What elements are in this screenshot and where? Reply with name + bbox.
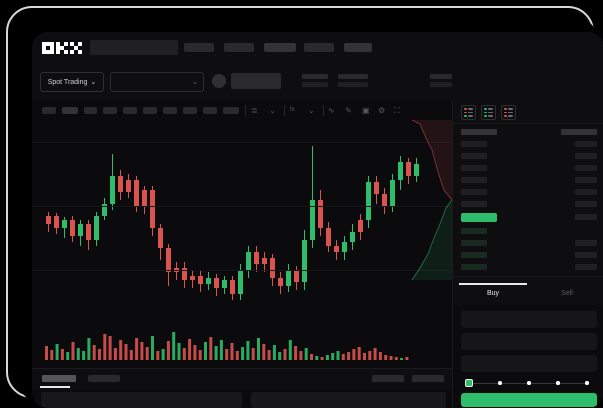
- stat-24h-volume: [430, 74, 452, 87]
- chart-type-icon[interactable]: ≣: [251, 106, 258, 115]
- search-input[interactable]: [90, 40, 178, 55]
- orderbook-bid-amount[interactable]: [575, 240, 597, 246]
- orderbook-bid-amount[interactable]: [575, 252, 597, 258]
- tab-sell[interactable]: Sell: [561, 290, 573, 297]
- orderbook-ask-price[interactable]: [461, 141, 487, 147]
- timeframe-9[interactable]: [203, 107, 217, 114]
- bottom-action-2[interactable]: [412, 375, 444, 382]
- orderbook-ask-amount[interactable]: [575, 189, 597, 195]
- nav-item-5[interactable]: [344, 43, 372, 52]
- orderbook-ask-amount[interactable]: [575, 177, 597, 183]
- market-subheader: Spot Trading ⌄ ⌄: [32, 63, 603, 102]
- orderbook-ask-amount[interactable]: [575, 165, 597, 171]
- orderbook-ask-price[interactable]: [461, 165, 487, 171]
- orderbook-bid-price[interactable]: [461, 264, 487, 270]
- settings-gear-icon[interactable]: ⚙: [378, 106, 386, 115]
- orderbook-view-modes: [461, 105, 516, 120]
- timeframe-3[interactable]: [84, 107, 97, 114]
- nav-item-3[interactable]: [264, 43, 296, 52]
- slider-step-25[interactable]: [498, 381, 502, 385]
- app-header: [32, 32, 603, 63]
- orderbook-last-amount: [575, 214, 597, 220]
- depth-overlay: [412, 120, 452, 280]
- orderbook-ask-price[interactable]: [461, 177, 487, 183]
- bottom-action-1[interactable]: [372, 375, 404, 382]
- bottom-panel-left[interactable]: [41, 392, 242, 408]
- orderbook-mode-bids[interactable]: [481, 105, 496, 120]
- bottom-tab-order-history[interactable]: [88, 375, 120, 382]
- price-input[interactable]: [461, 311, 597, 328]
- bottom-panels: [32, 390, 452, 408]
- trading-mode-label: Spot Trading: [47, 78, 88, 86]
- app-screen: Spot Trading ⌄ ⌄: [32, 32, 603, 408]
- bottom-tab-active-underline: [40, 386, 70, 388]
- timeframe-4[interactable]: [103, 107, 117, 114]
- slider-handle[interactable]: [465, 379, 473, 387]
- nav-item-4[interactable]: [304, 43, 334, 52]
- chevron-down-icon: ⌄: [192, 79, 198, 86]
- camera-icon[interactable]: ▣: [362, 106, 370, 115]
- tab-active-underline: [459, 283, 527, 285]
- order-form: [453, 305, 603, 408]
- timeframe-10[interactable]: [223, 107, 239, 114]
- orderbook-and-form: Buy Sell: [452, 101, 603, 408]
- bottom-tab-open-orders[interactable]: [42, 375, 76, 382]
- slider-step-75[interactable]: [556, 381, 560, 385]
- device-bezel: Spot Trading ⌄ ⌄: [18, 18, 603, 408]
- timeframe-8[interactable]: [183, 107, 197, 114]
- total-input[interactable]: [461, 355, 597, 372]
- submit-buy-button[interactable]: [461, 393, 597, 407]
- pair-name: [231, 73, 281, 89]
- device-frame: Spot Trading ⌄ ⌄: [6, 6, 603, 408]
- coin-avatar: [212, 74, 226, 88]
- orderbook-ask-price[interactable]: [461, 153, 487, 159]
- stat-24h-change: [338, 74, 368, 87]
- nav-item-1[interactable]: [184, 43, 214, 52]
- timeframe-7[interactable]: [163, 107, 177, 114]
- stat-last-price: [302, 74, 328, 87]
- chevron-down-icon-1[interactable]: ⌄: [269, 106, 276, 115]
- chevron-down-icon-2[interactable]: ⌄: [308, 106, 315, 115]
- orderbook-ask-amount[interactable]: [575, 153, 597, 159]
- timeframe-1[interactable]: [42, 107, 56, 114]
- volume-chart: [32, 320, 452, 368]
- orderbook-ask-price[interactable]: [461, 201, 487, 207]
- orderbook-bid-price[interactable]: [461, 252, 487, 258]
- orderbook-mode-both[interactable]: [461, 105, 476, 120]
- fullscreen-icon[interactable]: ⛶: [394, 106, 400, 115]
- orderbook-bid-amount[interactable]: [575, 264, 597, 270]
- timeframe-6[interactable]: [143, 107, 157, 114]
- indicators-icon[interactable]: fx: [290, 107, 295, 113]
- orderbook-last-price: [461, 213, 497, 222]
- okx-logo[interactable]: [42, 42, 82, 54]
- slider-step-100[interactable]: [585, 381, 589, 385]
- pair-selector[interactable]: ⌄: [110, 72, 204, 92]
- nav-item-2[interactable]: [224, 43, 254, 52]
- bottom-tabbar: [32, 368, 452, 391]
- tab-buy[interactable]: Buy: [486, 290, 500, 297]
- wave-line-icon[interactable]: ∿: [328, 106, 335, 115]
- order-form-tabs: Buy Sell: [453, 283, 603, 305]
- orderbook-mode-asks[interactable]: [501, 105, 516, 120]
- amount-slider[interactable]: [465, 379, 593, 387]
- timeframe-2[interactable]: [62, 107, 78, 114]
- orderbook-col-header-amount: [561, 129, 597, 135]
- orderbook-col-header-price: [461, 129, 497, 135]
- pencil-icon[interactable]: ✎: [345, 106, 352, 115]
- orderbook-ask-amount[interactable]: [575, 201, 597, 207]
- trading-mode-selector[interactable]: Spot Trading ⌄: [40, 72, 104, 92]
- orderbook-bid-price[interactable]: [461, 228, 487, 234]
- timeframe-5[interactable]: [123, 107, 137, 114]
- slider-step-50[interactable]: [527, 381, 531, 385]
- orderbook-ask-amount[interactable]: [575, 141, 597, 147]
- chart-toolbar: ≣ ⌄ fx ⌄ ∿ ✎ ▣ ⚙ ⛶: [32, 101, 452, 121]
- bottom-panel-right[interactable]: [251, 392, 446, 408]
- amount-input[interactable]: [461, 333, 597, 350]
- candlestick-series: [46, 146, 419, 300]
- orderbook-bid-price[interactable]: [461, 240, 487, 246]
- orderbook-ask-price[interactable]: [461, 189, 487, 195]
- chevron-down-icon: ⌄: [90, 79, 97, 86]
- price-chart[interactable]: [32, 120, 452, 320]
- volume-series: [45, 332, 409, 360]
